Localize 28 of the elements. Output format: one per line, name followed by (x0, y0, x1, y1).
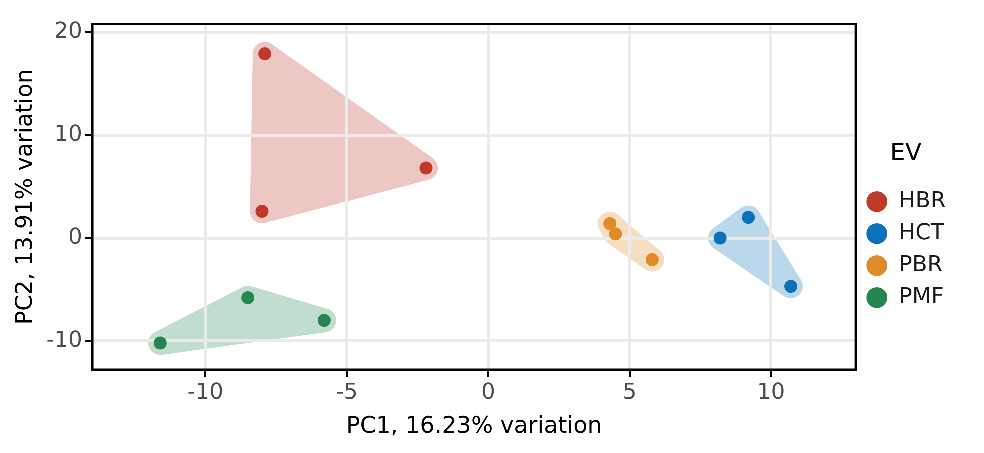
x-tick-label: 10 (757, 380, 786, 405)
point (742, 211, 756, 224)
legend-label: PMF (899, 284, 944, 310)
y-axis-title: PC2, 13.91% variation (12, 69, 38, 326)
y-tick-label: 0 (68, 224, 83, 250)
legend-label: HBR (899, 188, 946, 214)
point (420, 162, 433, 175)
point (318, 314, 331, 328)
x-tick-label: -10 (188, 380, 224, 405)
y-tick-label: -10 (46, 328, 83, 353)
x-tick-label: 0 (481, 380, 496, 405)
legend-label: HCT (899, 220, 945, 246)
point (258, 48, 272, 61)
point (256, 205, 269, 218)
x-axis-title: PC1, 16.23% variation (346, 413, 602, 440)
point (242, 291, 255, 304)
point (154, 336, 167, 350)
point (609, 228, 622, 241)
x-tick-label: 5 (622, 380, 637, 405)
point (604, 217, 617, 230)
point (646, 253, 659, 266)
legend-title: EV (890, 138, 922, 166)
point (784, 280, 798, 294)
legend-label: PBR (899, 252, 943, 278)
x-tick-label: -5 (336, 380, 358, 405)
y-tick-label: 10 (54, 122, 83, 148)
y-tick-label: 20 (54, 19, 83, 44)
point (714, 232, 727, 245)
